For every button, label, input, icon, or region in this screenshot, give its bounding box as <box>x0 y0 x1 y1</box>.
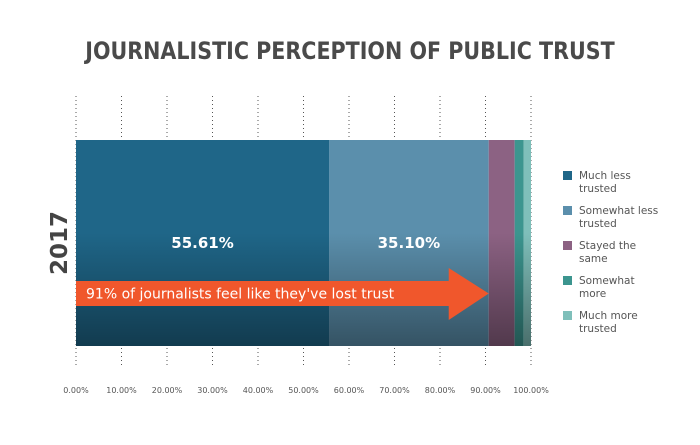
legend-label-line: same <box>579 253 608 265</box>
legend-swatch <box>563 276 572 285</box>
x-tick-label: 70.00% <box>379 386 410 395</box>
legend-swatch <box>563 171 572 180</box>
y-category-label: 2017 <box>47 211 73 275</box>
annotation-arrow <box>76 268 489 320</box>
bar-segment-shade <box>76 140 330 346</box>
legend-swatch <box>563 311 572 320</box>
x-axis: 0.00% 10.00% 20.00% 30.00% 40.00% 50.00% 60.00… <box>63 386 549 395</box>
x-tick-label: 30.00% <box>197 386 228 395</box>
x-tick-label: 20.00% <box>152 386 183 395</box>
bar-segment-shade <box>329 140 489 346</box>
legend-label: Much more trusted <box>579 310 638 335</box>
legend-label-line: Much less <box>579 170 631 182</box>
legend-label-line: Stayed the <box>579 240 636 252</box>
legend-label: Stayed the same <box>579 240 636 265</box>
x-tick-label: 90.00% <box>470 386 501 395</box>
legend-label-line: Somewhat less <box>579 205 658 217</box>
page-title: JOURNALISTIC PERCEPTION OF PUBLIC TRUST <box>85 37 615 65</box>
bar-segment-shade <box>514 140 524 346</box>
x-tick-label: 80.00% <box>425 386 456 395</box>
annotation-text: 91% of journalists feel like they've los… <box>86 287 395 303</box>
x-tick-label: 10.00% <box>106 386 137 395</box>
bar-segment-shade <box>488 140 515 346</box>
legend-label-line: trusted <box>579 183 617 195</box>
bar-segment-shade <box>523 140 531 346</box>
annotation: 91% of journalists feel like they've los… <box>76 268 489 320</box>
legend-label-line: trusted <box>579 218 617 230</box>
x-tick-label: 0.00% <box>63 386 89 395</box>
bars <box>76 140 531 346</box>
data-label: 35.10% <box>378 234 440 252</box>
legend-label: Somewhat less trusted <box>579 205 658 230</box>
legend-label: Somewhat more <box>579 275 635 300</box>
x-tick-label: 50.00% <box>288 386 319 395</box>
x-tick-label: 60.00% <box>334 386 365 395</box>
legend-label-line: more <box>579 288 606 300</box>
x-tick-label: 100.00% <box>513 386 549 395</box>
legend-swatch <box>563 241 572 250</box>
legend-label: Much less trusted <box>579 170 631 195</box>
segment-labels: 55.61% 35.10% 2017 <box>47 211 440 275</box>
legend-label-line: Somewhat <box>579 275 635 287</box>
legend-swatch <box>563 206 572 215</box>
data-label: 55.61% <box>171 234 233 252</box>
x-tick-label: 40.00% <box>243 386 274 395</box>
legend-label-line: Much more <box>579 310 638 322</box>
legend-label-line: trusted <box>579 323 617 335</box>
